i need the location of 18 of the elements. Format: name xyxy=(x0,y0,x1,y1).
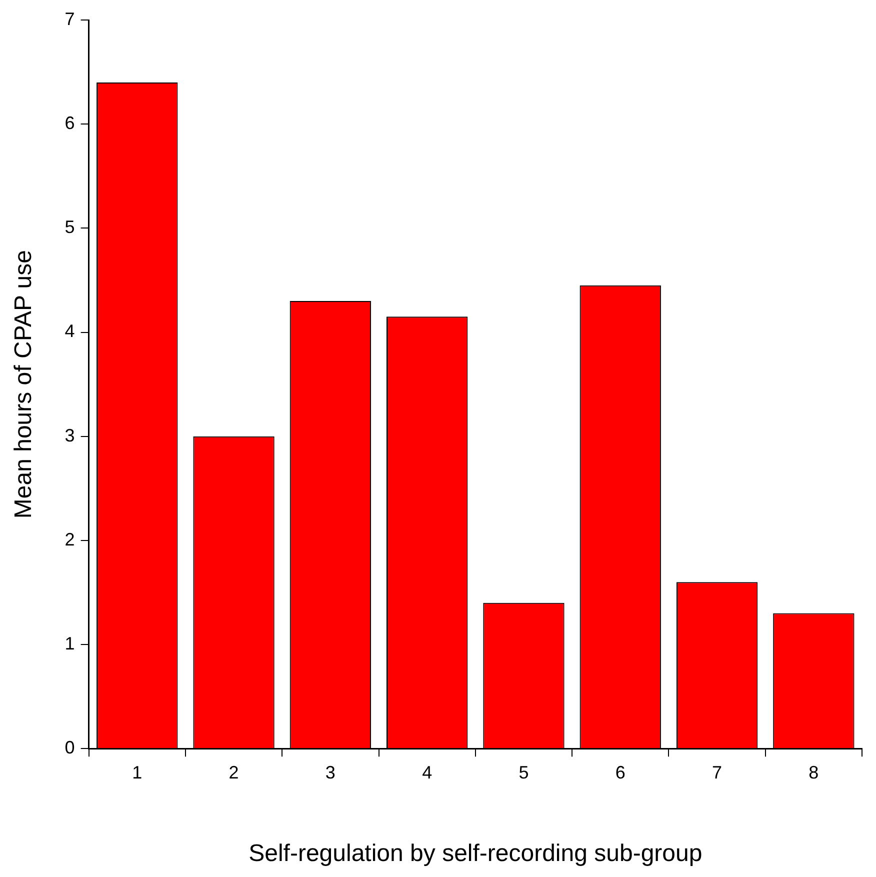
y-tick-label: 6 xyxy=(64,113,75,134)
x-tick-label: 7 xyxy=(712,762,722,782)
y-tick-label: 0 xyxy=(64,738,75,758)
x-tick-label: 5 xyxy=(518,762,529,782)
y-tick-label: 5 xyxy=(64,217,75,238)
x-tick-label: 3 xyxy=(325,762,336,782)
y-axis-title: Mean hours of CPAP use xyxy=(10,250,38,519)
y-tick-label: 1 xyxy=(64,633,75,654)
y-tick-label: 3 xyxy=(64,425,75,446)
y-tick-label: 2 xyxy=(64,529,75,550)
y-tick-label: 4 xyxy=(64,321,75,342)
x-tick-label: 6 xyxy=(615,762,626,782)
x-tick-label: 1 xyxy=(132,762,142,782)
y-tick-label: 7 xyxy=(64,8,75,29)
x-tick-label: 2 xyxy=(228,762,239,782)
x-tick-label: 8 xyxy=(808,762,819,782)
x-axis-title: Self-regulation by self-recording sub-group xyxy=(248,840,702,868)
x-tick-label: 4 xyxy=(422,762,432,782)
